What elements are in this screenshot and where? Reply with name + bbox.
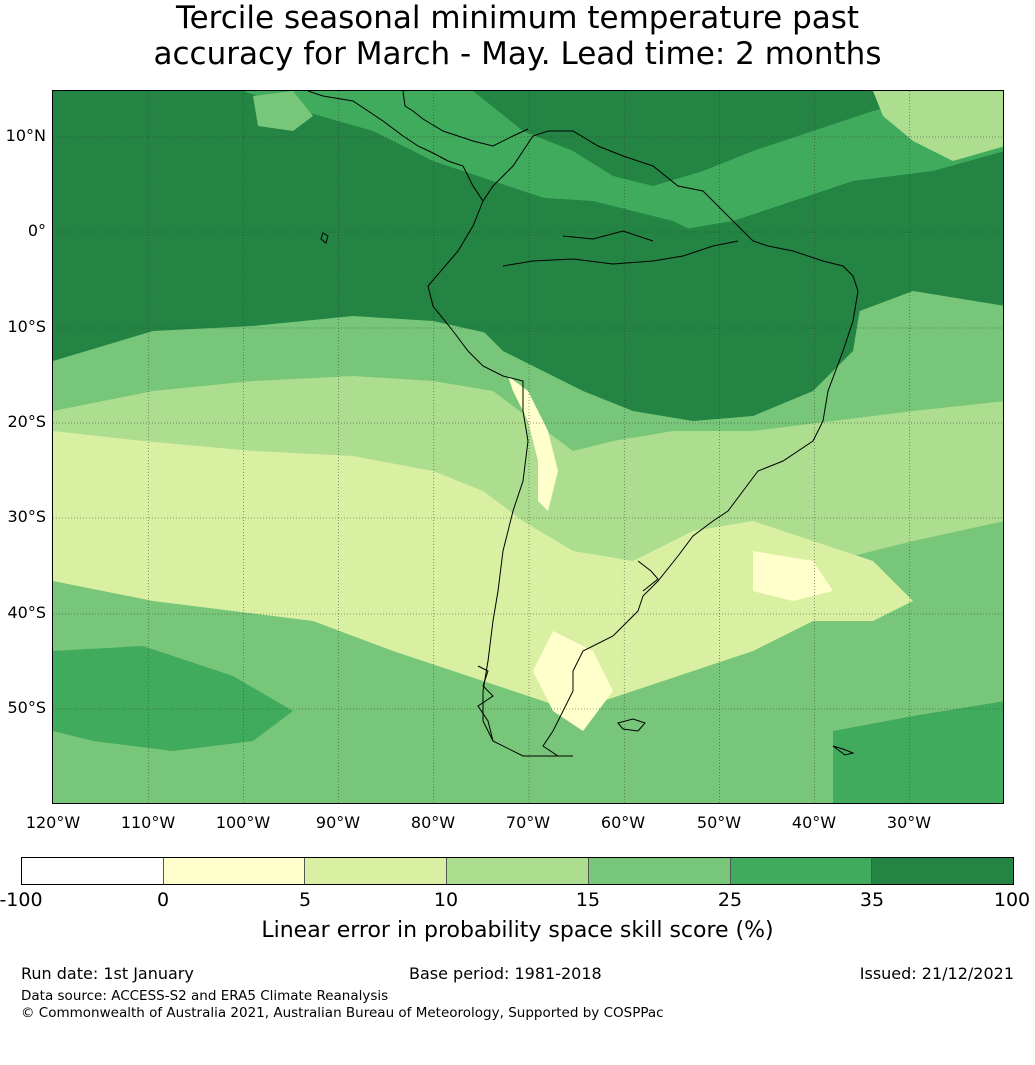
lon-label-80w: 80°W	[410, 813, 456, 832]
colorbar-tick-10: 10	[433, 889, 459, 911]
map-panel[interactable]	[52, 90, 1004, 804]
colorbar-tick-100: 100	[993, 889, 1031, 911]
river-orinoco	[562, 230, 654, 242]
lat-label-0: 0°	[27, 221, 46, 240]
coast-chilean-fjords	[477, 665, 494, 742]
coast-central-america	[307, 91, 484, 202]
lon-label-110w: 110°W	[120, 813, 176, 832]
lat-label-20s: 20°S	[7, 412, 46, 431]
coast-south-america	[482, 130, 859, 757]
region-south-atlantic-pale	[753, 551, 833, 601]
issued-date: Issued: 21/12/2021	[859, 964, 1014, 983]
colorbar-tick-minus100: -100	[0, 889, 43, 911]
colorbar	[21, 857, 1014, 885]
graticule	[53, 91, 1003, 803]
base-period: Base period: 1981-2018	[409, 964, 602, 983]
coast-central-america-north	[402, 91, 529, 147]
lon-label-30w: 30°W	[886, 813, 932, 832]
lon-label-50w: 50°W	[696, 813, 742, 832]
region-pacific-light-patch	[253, 91, 313, 131]
title-line-1: Tercile seasonal minimum temperature pas…	[175, 0, 860, 36]
coast-falklands	[617, 718, 646, 732]
title-line-2: accuracy for March - May. Lead time: 2 m…	[153, 36, 882, 72]
colorbar-segment-4	[447, 858, 589, 884]
colorbar-tick-35: 35	[859, 889, 885, 911]
colorbar-tick-5: 5	[298, 889, 312, 911]
lat-label-10n: 10°N	[5, 126, 46, 145]
lat-label-30s: 30°S	[7, 507, 46, 526]
colorbar-tick-25: 25	[717, 889, 743, 911]
lon-label-70w: 70°W	[505, 813, 551, 832]
lon-label-100w: 100°W	[215, 813, 271, 832]
lat-label-50s: 50°S	[7, 698, 46, 717]
river-amazon	[502, 240, 739, 267]
colorbar-segment-6	[730, 858, 873, 884]
region-andes-stripe	[508, 376, 558, 511]
region-amazon	[433, 196, 863, 421]
data-source: Data source: ACCESS-S2 and ERA5 Climate …	[21, 988, 389, 1004]
chart-title: Tercile seasonal minimum temperature pas…	[0, 0, 1035, 72]
lon-label-40w: 40°W	[791, 813, 837, 832]
region-ne-light	[873, 91, 1003, 161]
copyright: © Commonwealth of Australia 2021, Austra…	[21, 1005, 664, 1021]
region-southern-ocean	[53, 651, 1003, 803]
coastline	[307, 91, 859, 757]
colorbar-tick-15: 15	[575, 889, 601, 911]
lon-label-60w: 60°W	[600, 813, 646, 832]
lon-label-90w: 90°W	[315, 813, 361, 832]
lat-label-40s: 40°S	[7, 603, 46, 622]
colorbar-segment-3	[305, 858, 448, 884]
skill-score-map[interactable]	[53, 91, 1004, 804]
coast-pacific-side	[427, 200, 558, 757]
skill-fill-layer	[53, 91, 1003, 803]
colorbar-label: Linear error in probability space skill …	[261, 918, 774, 943]
coast-south-georgia	[832, 745, 855, 756]
run-date: Run date: 1st January	[21, 964, 194, 983]
colorbar-segment-1	[22, 858, 164, 884]
region-se-dark	[833, 701, 1003, 803]
lon-label-120w: 120°W	[25, 813, 81, 832]
lat-label-10s: 10°S	[7, 317, 46, 336]
coast-rio-de-la-plata	[637, 560, 659, 592]
colorbar-segment-7	[872, 858, 1014, 884]
region-caribbean	[243, 91, 1003, 231]
colorbar-segment-2	[163, 858, 306, 884]
colorbar-tick-0: 0	[156, 889, 170, 911]
colorbar-segment-5	[588, 858, 731, 884]
region-sw-dark	[53, 646, 293, 751]
coast-galapagos	[320, 232, 329, 244]
region-subtropic-pale	[53, 431, 913, 711]
